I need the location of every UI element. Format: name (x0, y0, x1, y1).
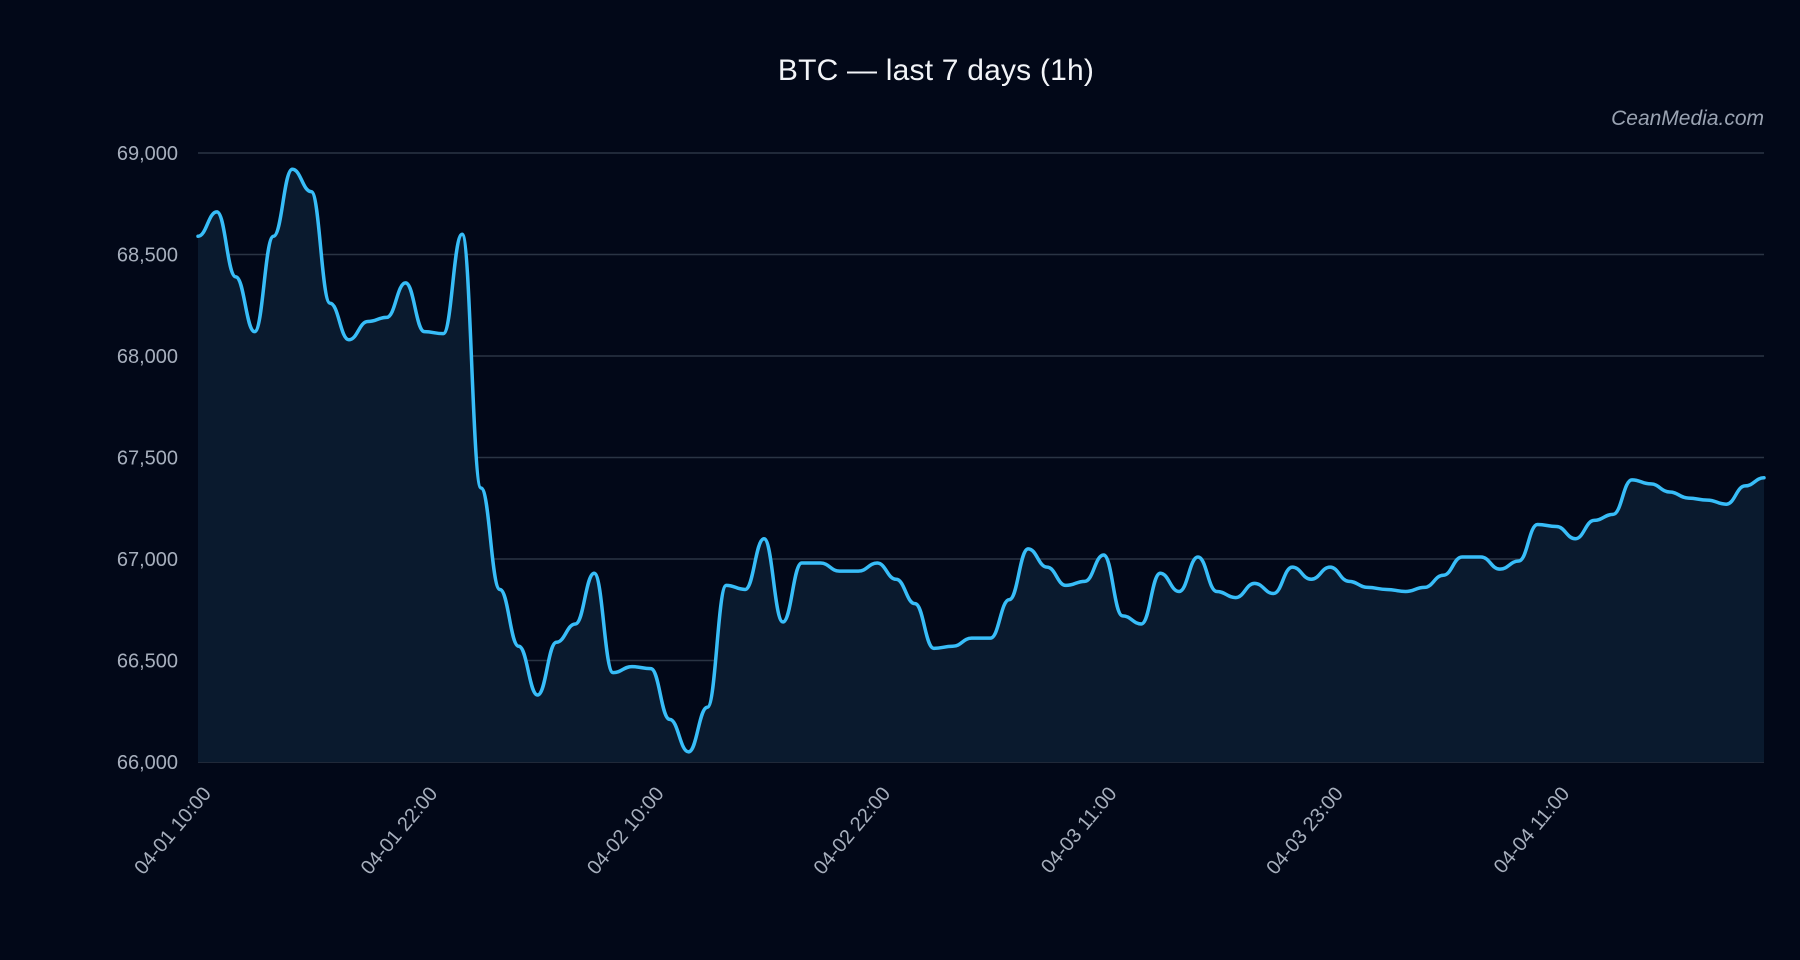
x-tick-label: 04-01 10:00 (130, 783, 215, 879)
y-tick-label: 67,500 (117, 448, 178, 470)
y-tick-label: 66,000 (117, 752, 178, 774)
series-area-fill (198, 169, 1764, 763)
watermark: CeanMedia.com (1611, 107, 1764, 130)
y-tick-label: 68,500 (117, 245, 178, 267)
x-tick-label: 04-01 22:00 (357, 783, 442, 879)
x-tick-label: 04-02 22:00 (810, 783, 895, 879)
y-tick-label: 67,000 (117, 549, 178, 571)
chart-title: BTC — last 7 days (1h) (777, 54, 1095, 87)
series-layer (196, 167, 1766, 763)
y-tick-label: 66,500 (117, 651, 178, 673)
y-axis-tick-labels: 66,000 66,500 67,000 67,500 68,000 68,500 69,0… (117, 143, 178, 774)
x-tick-label: 04-03 23:00 (1262, 783, 1347, 879)
x-tick-label: 04-02 10:00 (583, 783, 668, 879)
series-line (196, 167, 1766, 754)
x-tick-label: 04-03 11:00 (1037, 783, 1122, 878)
y-tick-label: 68,000 (117, 346, 178, 368)
x-tick-label: 04-04 11:00 (1490, 783, 1575, 878)
x-axis-tick-labels: 04-01 10:00 04-01 22:00 04-02 10:00 04-02 2… (130, 783, 1574, 879)
y-tick-label: 69,000 (117, 143, 178, 165)
